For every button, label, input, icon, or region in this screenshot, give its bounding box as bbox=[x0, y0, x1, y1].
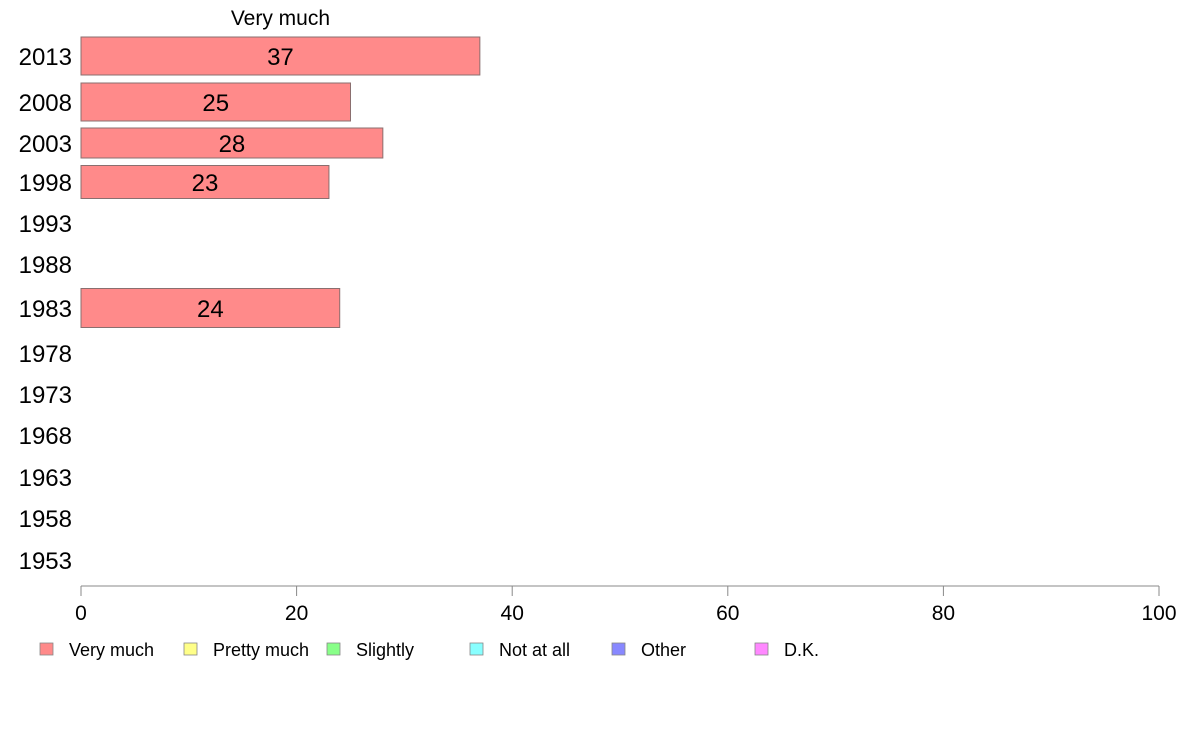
y-tick-label: 2013 bbox=[19, 44, 72, 71]
legend-swatch bbox=[754, 642, 769, 656]
y-tick-label: 1958 bbox=[19, 506, 72, 533]
legend-swatch bbox=[469, 642, 484, 656]
x-tick-label: 60 bbox=[716, 602, 739, 625]
x-axis: 0 20 40 60 80 100 bbox=[75, 585, 1177, 625]
y-axis-labels: 2013 2008 2003 1998 1993 1988 1983 1978 1973 1968… bbox=[19, 44, 72, 575]
y-tick-label: 1983 bbox=[19, 296, 72, 323]
x-tick-label: 80 bbox=[932, 602, 955, 625]
legend-swatch bbox=[611, 642, 626, 656]
legend-swatch bbox=[326, 642, 341, 656]
legend-label: D.K. bbox=[784, 640, 819, 660]
y-tick-label: 1978 bbox=[19, 341, 72, 368]
y-tick-label: 1963 bbox=[19, 465, 72, 492]
y-tick-label: 1973 bbox=[19, 382, 72, 409]
y-tick-label: 1968 bbox=[19, 423, 72, 450]
bar-value-label: 28 bbox=[219, 131, 246, 158]
bar bbox=[80, 82, 351, 122]
legend-label: Pretty much bbox=[213, 640, 309, 660]
series-title: Very much bbox=[231, 7, 330, 30]
legend-label: Not at all bbox=[499, 640, 570, 660]
y-tick-label: 1998 bbox=[19, 170, 72, 197]
legend: Very much Pretty much Slightly Not at all Ot… bbox=[39, 640, 819, 660]
x-tick-label: 0 bbox=[75, 602, 87, 625]
legend-label: Very much bbox=[69, 640, 154, 660]
x-tick-label: 20 bbox=[285, 602, 308, 625]
legend-swatch bbox=[39, 642, 54, 656]
bar bbox=[80, 165, 330, 199]
bar-value-label: 23 bbox=[192, 170, 219, 197]
y-tick-label: 1988 bbox=[19, 252, 72, 279]
x-tick-label: 40 bbox=[501, 602, 524, 625]
y-tick-label: 2008 bbox=[19, 90, 72, 117]
bar-value-label: 25 bbox=[202, 90, 229, 117]
legend-swatch bbox=[183, 642, 198, 656]
bar-value-label: 37 bbox=[267, 44, 294, 71]
x-tick-label: 100 bbox=[1141, 602, 1176, 625]
legend-label: Slightly bbox=[356, 640, 414, 660]
legend-label: Other bbox=[641, 640, 686, 660]
y-tick-label: 1993 bbox=[19, 211, 72, 238]
bar bbox=[80, 288, 341, 328]
y-tick-label: 2003 bbox=[19, 131, 72, 158]
bar bbox=[80, 127, 384, 159]
bar bbox=[80, 36, 481, 76]
y-tick-label: 1953 bbox=[19, 548, 72, 575]
bar-value-label: 24 bbox=[197, 296, 224, 323]
